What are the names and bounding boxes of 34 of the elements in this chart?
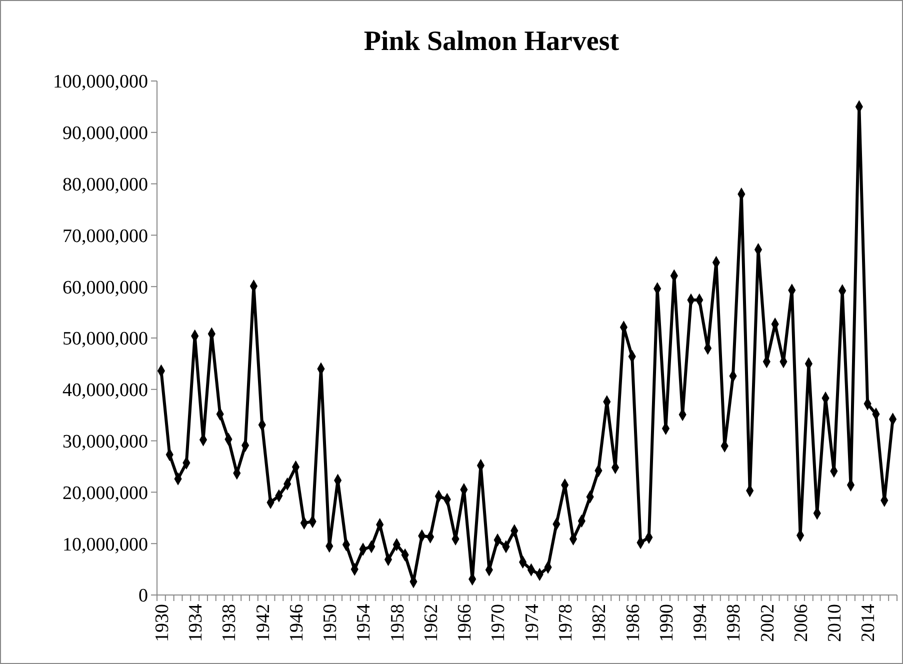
- x-tick-label: 1998: [724, 604, 745, 642]
- x-tick-label: 1938: [219, 604, 240, 642]
- y-tick-label: 50,000,000: [62, 328, 148, 350]
- y-tick-label: 60,000,000: [62, 277, 148, 298]
- x-tick-label: 1946: [286, 604, 308, 642]
- x-tick-label: 1962: [420, 604, 442, 642]
- y-tick-label: 40,000,000: [62, 380, 148, 402]
- x-tick-label: 2006: [790, 604, 812, 642]
- x-tick-label: 1994: [690, 604, 712, 642]
- x-tick-label: 1966: [454, 604, 476, 642]
- x-tick-label: 1986: [622, 604, 644, 642]
- x-tick-label: 1934: [185, 604, 206, 642]
- x-tick-label: 1958: [387, 604, 408, 642]
- y-tick-label: 0: [138, 586, 148, 607]
- y-tick-label: 20,000,000: [62, 482, 148, 504]
- y-tick-label: 90,000,000: [62, 123, 148, 144]
- x-tick-label: 2014: [858, 604, 880, 642]
- x-tick-label: 1990: [656, 604, 678, 642]
- x-tick-label: 1978: [555, 604, 576, 642]
- x-tick-label: 1982: [589, 604, 610, 642]
- chart-title: Pink Salmon Harvest: [364, 26, 620, 57]
- x-tick-label: 2010: [824, 604, 846, 642]
- y-tick-label: 80,000,000: [62, 174, 148, 196]
- y-tick-label: 30,000,000: [62, 431, 148, 452]
- x-tick-label: 1950: [320, 604, 342, 642]
- x-tick-label: 1954: [354, 604, 375, 642]
- x-tick-label: 1970: [488, 604, 510, 642]
- y-tick-label: 10,000,000: [62, 534, 148, 556]
- x-tick-label: 1974: [522, 604, 543, 642]
- y-tick-label: 100,000,000: [53, 72, 148, 93]
- x-tick-label: 2002: [757, 604, 778, 642]
- x-tick-label: 1942: [252, 604, 274, 642]
- x-tick-label: 1930: [152, 604, 173, 642]
- y-tick-label: 70,000,000: [62, 226, 148, 247]
